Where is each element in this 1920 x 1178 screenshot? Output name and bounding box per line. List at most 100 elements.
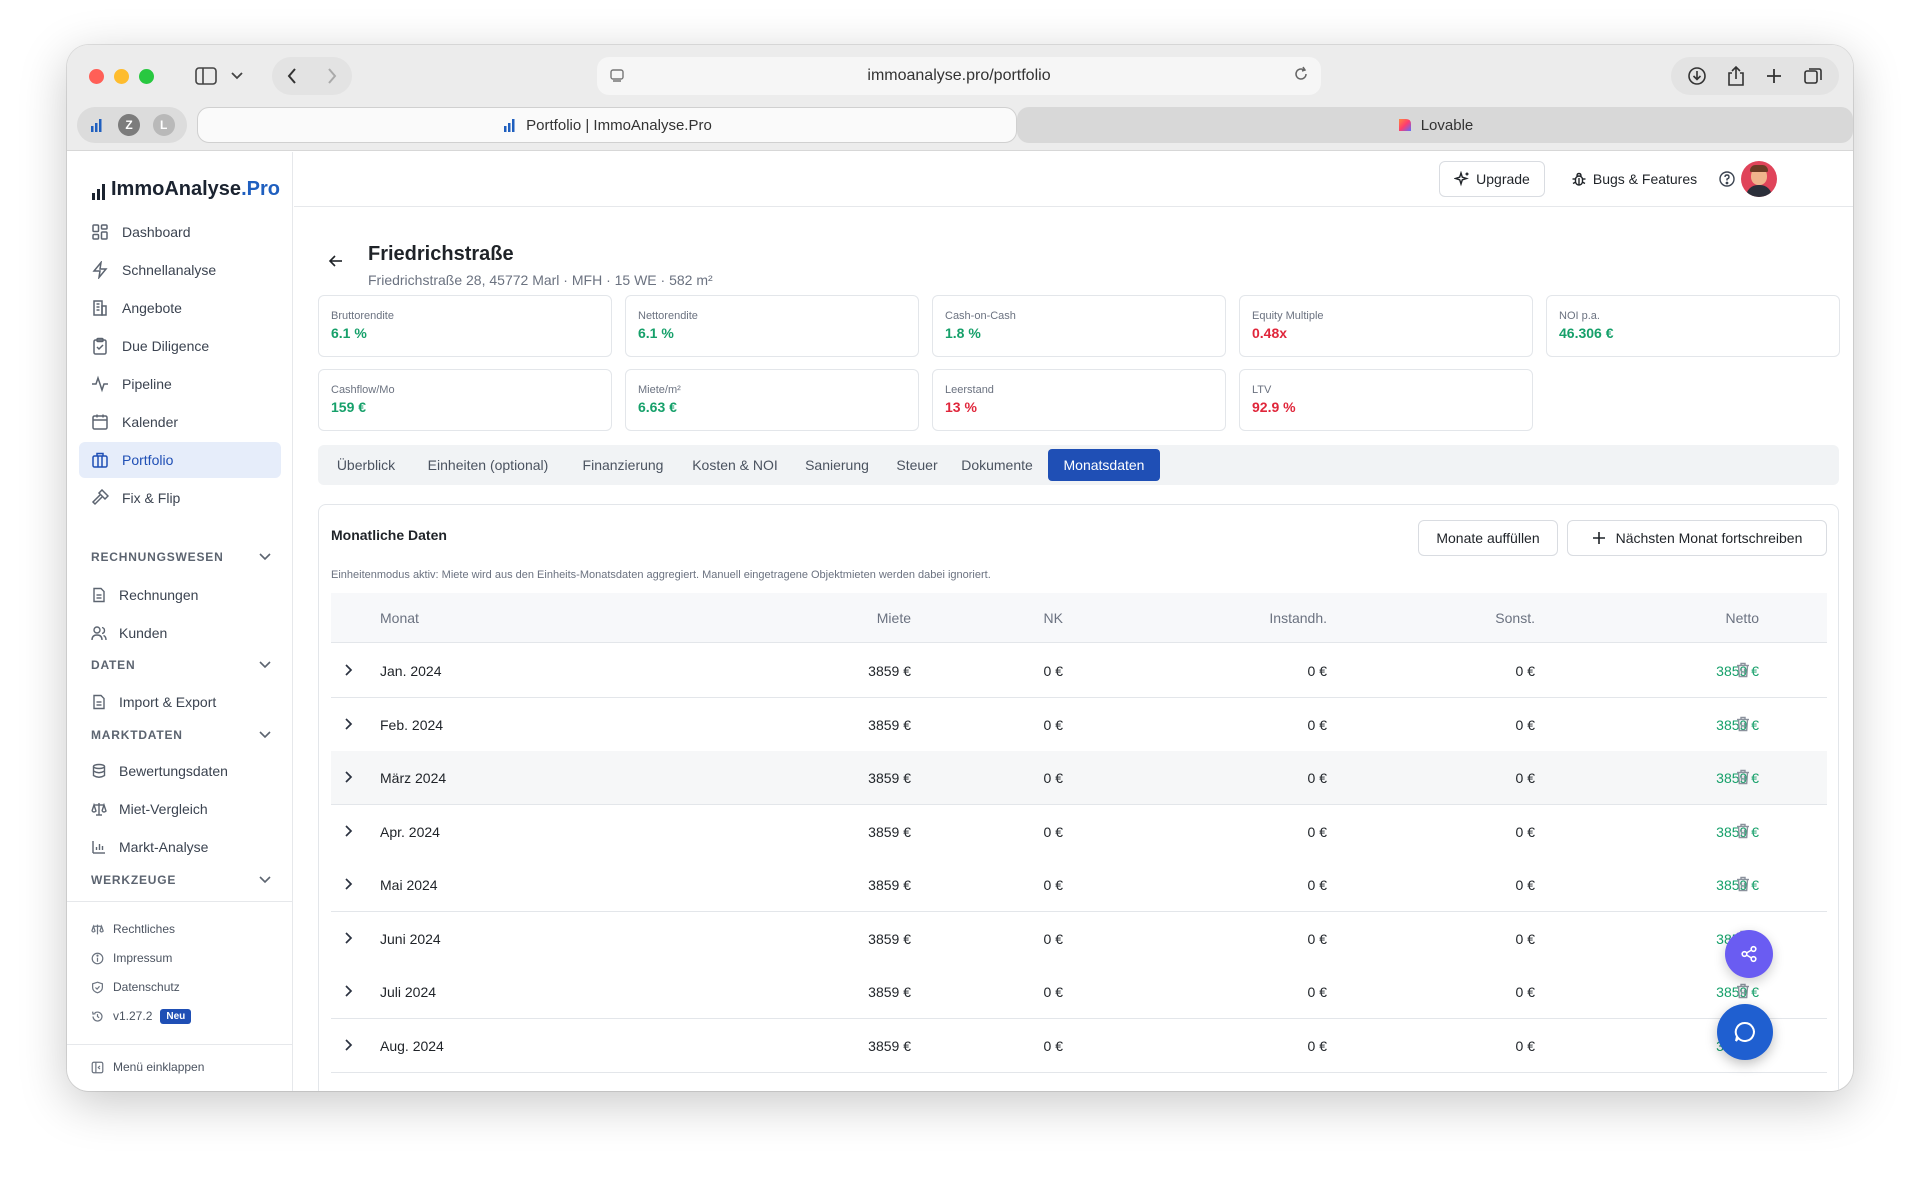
new-tab-icon[interactable] — [1765, 67, 1783, 85]
kpi-value: 46.306 € — [1559, 325, 1614, 341]
sidebar-item-bewertungsdaten[interactable]: Bewertungsdaten — [91, 758, 228, 784]
back-arrow-icon[interactable] — [328, 253, 344, 274]
back-nav-icon[interactable] — [287, 68, 297, 84]
download-icon[interactable] — [1687, 66, 1707, 86]
sidebar-item-pipeline[interactable]: Pipeline — [79, 366, 281, 402]
footer-impressum[interactable]: Impressum — [91, 947, 172, 969]
kpi-label: Miete/m² — [638, 384, 681, 396]
close-window-button[interactable] — [89, 69, 104, 84]
table-row[interactable]: Mai 2024 3859 € 0 € 0 € 0 € 3859 € — [331, 858, 1827, 912]
fill-months-button[interactable]: Monate auffüllen — [1418, 520, 1558, 556]
trash-icon[interactable] — [1736, 983, 1750, 1004]
share-icon[interactable] — [1727, 65, 1745, 87]
cell-sonst: 0 € — [1515, 1037, 1535, 1054]
section-rechnungswesen[interactable]: RECHNUNGSWESEN — [91, 550, 271, 564]
tab-overview-icon[interactable] — [1803, 66, 1823, 86]
sidebar-item-fix-flip[interactable]: Fix & Flip — [79, 480, 281, 516]
bar-chart-icon[interactable] — [89, 117, 105, 133]
chevron-right-icon[interactable] — [343, 663, 353, 682]
trash-icon[interactable] — [1736, 716, 1750, 737]
upgrade-button[interactable]: Upgrade — [1439, 161, 1545, 197]
sidebar-toggle-button[interactable] — [187, 61, 251, 91]
sidebar-item-rechnungen[interactable]: Rechnungen — [91, 582, 198, 608]
cell-nk: 0 € — [1043, 984, 1063, 1000]
tab-strip: Z L Portfolio | ImmoAnalyse.Pro Lovable — [77, 107, 1853, 143]
forward-nav-icon[interactable] — [327, 68, 337, 84]
bar-chart-icon — [91, 839, 107, 855]
tab-einheiten[interactable]: Einheiten (optional) — [427, 457, 549, 473]
tab-kosten-noi[interactable]: Kosten & NOI — [692, 457, 778, 473]
cell-monat: Jan. 2024 — [380, 663, 442, 679]
chat-fab-button[interactable] — [1717, 1004, 1773, 1060]
property-title: Friedrichstraße — [368, 243, 514, 265]
sidebar-item-kalender[interactable]: Kalender — [79, 404, 281, 440]
property-tabs: Überblick Einheiten (optional) Finanzier… — [318, 445, 1839, 485]
footer-rechtliches[interactable]: Rechtliches — [91, 918, 175, 940]
avatar[interactable] — [1741, 161, 1777, 197]
bugs-features-button[interactable]: Bugs & Features — [1560, 161, 1708, 197]
section-werkzeuge[interactable]: WERKZEUGE — [91, 873, 271, 887]
sidebar-item-angebote[interactable]: Angebote — [79, 290, 281, 326]
cell-miete: 3859 € — [868, 770, 911, 786]
tab-sanierung[interactable]: Sanierung — [805, 457, 869, 473]
table-row[interactable]: Jan. 2024 3859 € 0 € 0 € 0 € 3859 € — [331, 644, 1827, 698]
footer-version[interactable]: v1.27.2 Neu — [91, 1005, 192, 1027]
sidebar-item-schnellanalyse[interactable]: Schnellanalyse — [79, 252, 281, 288]
zoom-window-button[interactable] — [139, 69, 154, 84]
chevron-right-icon[interactable] — [343, 931, 353, 950]
file-icon — [91, 694, 107, 710]
trash-icon[interactable] — [1736, 662, 1750, 683]
sidebar-item-markt-analyse[interactable]: Markt-Analyse — [91, 834, 208, 860]
chevron-right-icon[interactable] — [343, 770, 353, 789]
chevron-right-icon[interactable] — [343, 824, 353, 843]
section-marktdaten[interactable]: MARKTDATEN — [91, 728, 271, 742]
chevron-right-icon[interactable] — [343, 717, 353, 736]
trash-icon[interactable] — [1736, 823, 1750, 844]
tab-portfolio[interactable]: Portfolio | ImmoAnalyse.Pro — [197, 107, 1017, 143]
page-settings-icon[interactable] — [609, 67, 625, 88]
minimize-window-button[interactable] — [114, 69, 129, 84]
logo-suffix: .Pro — [241, 178, 280, 200]
database-icon — [91, 763, 107, 779]
section-daten[interactable]: DATEN — [91, 658, 271, 672]
tab-ueberblick[interactable]: Überblick — [336, 457, 396, 473]
chevron-right-icon[interactable] — [343, 1038, 353, 1057]
version-label: v1.27.2 — [113, 1009, 153, 1023]
sidebar-item-miet-vergleich[interactable]: Miet-Vergleich — [91, 796, 208, 822]
cell-sonst: 0 € — [1515, 823, 1535, 840]
collapse-menu-button[interactable]: Menü einklappen — [91, 1056, 204, 1078]
sidebar-item-due-diligence[interactable]: Due Diligence — [79, 328, 281, 364]
kpi-card-equity-multiple: Equity Multiple 0.48x — [1239, 295, 1533, 357]
tab-steuer[interactable]: Steuer — [896, 457, 938, 473]
sidebar-item-import-export[interactable]: Import & Export — [91, 689, 216, 715]
trash-icon[interactable] — [1736, 769, 1750, 790]
tab-dokumente[interactable]: Dokumente — [961, 457, 1033, 473]
reload-icon[interactable] — [1293, 66, 1309, 87]
address-bar[interactable]: immoanalyse.pro/portfolio — [597, 57, 1321, 95]
help-icon[interactable] — [1718, 170, 1736, 193]
table-row[interactable]: Feb. 2024 3859 € 0 € 0 € 0 € 3859 € — [331, 697, 1827, 752]
sidebar-item-portfolio[interactable]: Portfolio — [79, 442, 281, 478]
chevron-right-icon[interactable] — [343, 984, 353, 1003]
sidebar-item-dashboard[interactable]: Dashboard — [79, 214, 281, 250]
kpi-card-noi: NOI p.a. 46.306 € — [1546, 295, 1840, 357]
table-row[interactable]: Apr. 2024 3859 € 0 € 0 € 0 € 3859 € — [331, 804, 1827, 859]
tab-lovable[interactable]: Lovable — [1017, 107, 1853, 143]
sidebar-item-kunden[interactable]: Kunden — [91, 620, 167, 646]
table-row[interactable]: Juli 2024 3859 € 0 € 0 € 0 € 3859 € — [331, 965, 1827, 1019]
pinned-tab-l[interactable]: L — [152, 114, 175, 136]
tab-finanzierung[interactable]: Finanzierung — [582, 457, 664, 473]
next-month-button[interactable]: Nächsten Monat fortschreiben — [1567, 520, 1827, 556]
app-logo[interactable]: ImmoAnalyse .Pro — [91, 178, 280, 201]
share-fab-button[interactable] — [1725, 930, 1773, 978]
tab-monatsdaten[interactable]: Monatsdaten — [1048, 449, 1160, 481]
pinned-tab-z[interactable]: Z — [117, 114, 140, 136]
kpi-label: Nettorendite — [638, 310, 698, 322]
footer-datenschutz[interactable]: Datenschutz — [91, 976, 180, 998]
trash-icon[interactable] — [1736, 876, 1750, 897]
chevron-right-icon[interactable] — [343, 877, 353, 896]
activity-icon — [91, 375, 109, 393]
table-row[interactable]: März 2024 3859 € 0 € 0 € 0 € 3859 € — [331, 751, 1827, 805]
